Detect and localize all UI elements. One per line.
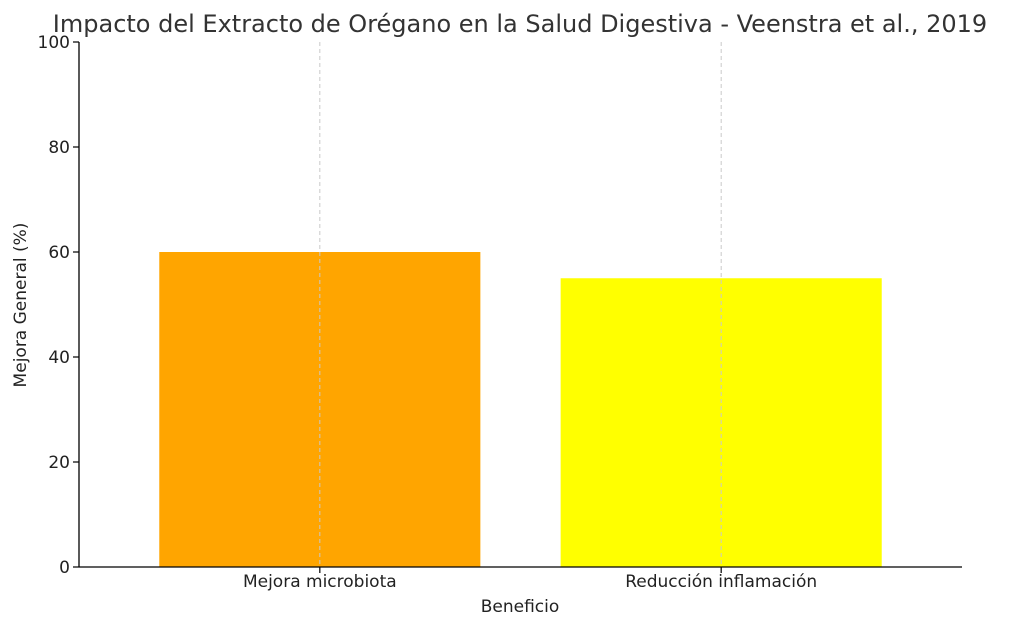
x-tick-label-0: Mejora microbiota [243, 572, 397, 592]
y-tick-label-2: 40 [48, 348, 70, 368]
y-tick-label-0: 0 [59, 558, 70, 578]
y-tick-label-5: 100 [38, 33, 70, 53]
grid-overlay [319, 42, 722, 567]
y-tick-label-3: 60 [48, 243, 70, 263]
y-ticks: 0 20 40 60 80 100 [38, 33, 79, 578]
y-axis-label: Mejora General (%) [11, 223, 31, 388]
x-tick-label-1: Reducción inflamación [625, 572, 817, 592]
y-tick-label-1: 20 [48, 453, 70, 473]
y-tick-label-4: 80 [48, 138, 70, 158]
x-axis-label: Beneficio [481, 597, 560, 617]
x-ticks: Mejora microbiota Reducción inflamación [243, 567, 817, 592]
bars [159, 252, 882, 567]
chart-title: Impacto del Extracto de Orégano en la Sa… [53, 10, 987, 38]
